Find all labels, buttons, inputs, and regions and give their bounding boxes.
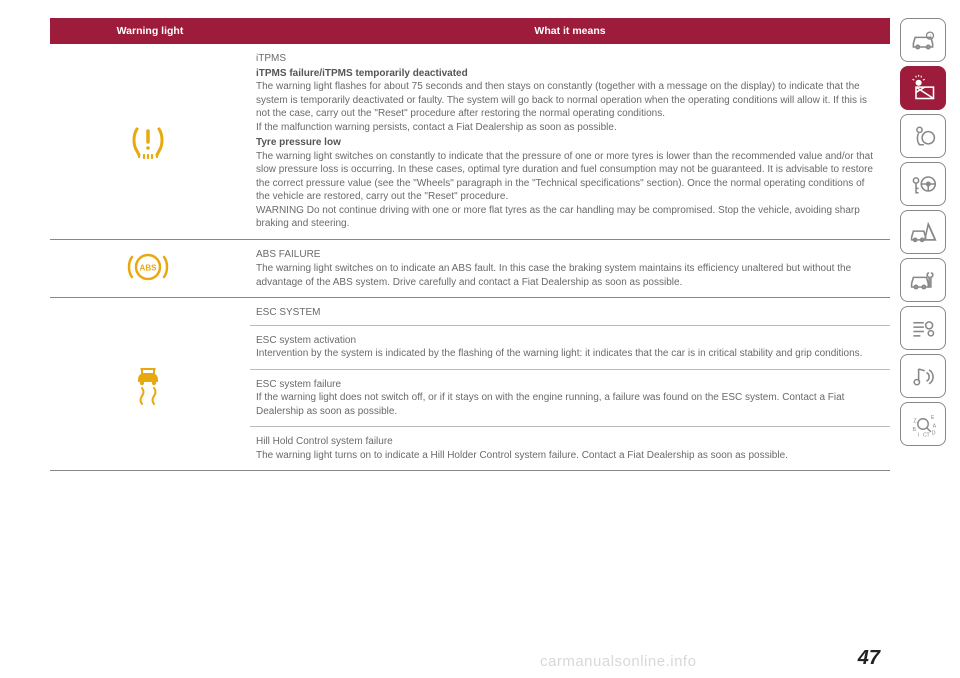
- sub-subtitle: Hill Hold Control system failure: [256, 435, 880, 449]
- section-body: The warning light flashes for about 75 s…: [256, 80, 880, 134]
- svg-text:A: A: [933, 424, 937, 430]
- section-body: The warning light turns on to indicate a…: [256, 449, 880, 463]
- sub-subtitle: ESC system failure: [256, 378, 880, 392]
- description-cell: ESC system failure If the warning light …: [250, 369, 890, 427]
- section-nav-sidebar: i ZEADCBIT: [900, 0, 960, 678]
- header-warning-light: Warning light: [50, 18, 250, 44]
- warning-icon-cell: ABS: [50, 239, 250, 298]
- svg-text:Z: Z: [913, 418, 917, 424]
- svg-text:ABS: ABS: [140, 263, 158, 272]
- nav-car-info[interactable]: i: [900, 18, 946, 62]
- header-what-it-means: What it means: [250, 18, 890, 44]
- table-row: ABS ABS FAILURE The warning light switch…: [50, 239, 890, 298]
- warning-icon-cell: [50, 44, 250, 239]
- nav-warning-lights[interactable]: [900, 66, 946, 110]
- svg-text:E: E: [931, 415, 935, 421]
- nav-service[interactable]: [900, 258, 946, 302]
- sub-subtitle: ESC system activation: [256, 334, 880, 348]
- svg-text:B: B: [913, 427, 917, 433]
- svg-text:T: T: [927, 432, 931, 438]
- page-number: 47: [858, 647, 880, 670]
- nav-emergency[interactable]: [900, 210, 946, 254]
- table-row: iTPMS iTPMS failure/iTPMS temporarily de…: [50, 44, 890, 239]
- nav-audio[interactable]: [900, 354, 946, 398]
- description-cell: ESC SYSTEM: [250, 298, 890, 326]
- warning-icon-cell: [50, 298, 250, 471]
- section-body: The warning light switches on to indicat…: [256, 262, 880, 289]
- section-body: If the warning light does not switch off…: [256, 391, 880, 418]
- table-row: ESC SYSTEM: [50, 298, 890, 326]
- section-subtitle: iTPMS failure/iTPMS temporarily deactiva…: [256, 68, 468, 79]
- svg-text:I: I: [918, 432, 919, 438]
- watermark: carmanualsonline.info: [540, 653, 696, 670]
- abs-icon: ABS: [125, 250, 171, 287]
- esc-icon: [125, 360, 171, 409]
- section-body: Intervention by the system is indicated …: [256, 347, 880, 361]
- description-cell: Hill Hold Control system failure The war…: [250, 427, 890, 471]
- section-title: iTPMS: [256, 52, 880, 66]
- nav-airbag[interactable]: [900, 114, 946, 158]
- tpms-icon: [125, 117, 171, 166]
- nav-key-steering[interactable]: [900, 162, 946, 206]
- description-cell: ESC system activation Intervention by th…: [250, 325, 890, 369]
- section-subtitle: Tyre pressure low: [256, 137, 341, 148]
- main-content: Warning light What it means: [0, 0, 900, 678]
- section-body: The warning light switches on constantly…: [256, 150, 880, 231]
- section-title: ABS FAILURE: [256, 248, 880, 262]
- section-title: ESC SYSTEM: [256, 306, 880, 320]
- nav-index[interactable]: ZEADCBIT: [900, 402, 946, 446]
- warning-lights-table: Warning light What it means: [50, 18, 890, 471]
- description-cell: ABS FAILURE The warning light switches o…: [250, 239, 890, 298]
- nav-settings[interactable]: [900, 306, 946, 350]
- description-cell: iTPMS iTPMS failure/iTPMS temporarily de…: [250, 44, 890, 239]
- svg-text:D: D: [932, 431, 936, 437]
